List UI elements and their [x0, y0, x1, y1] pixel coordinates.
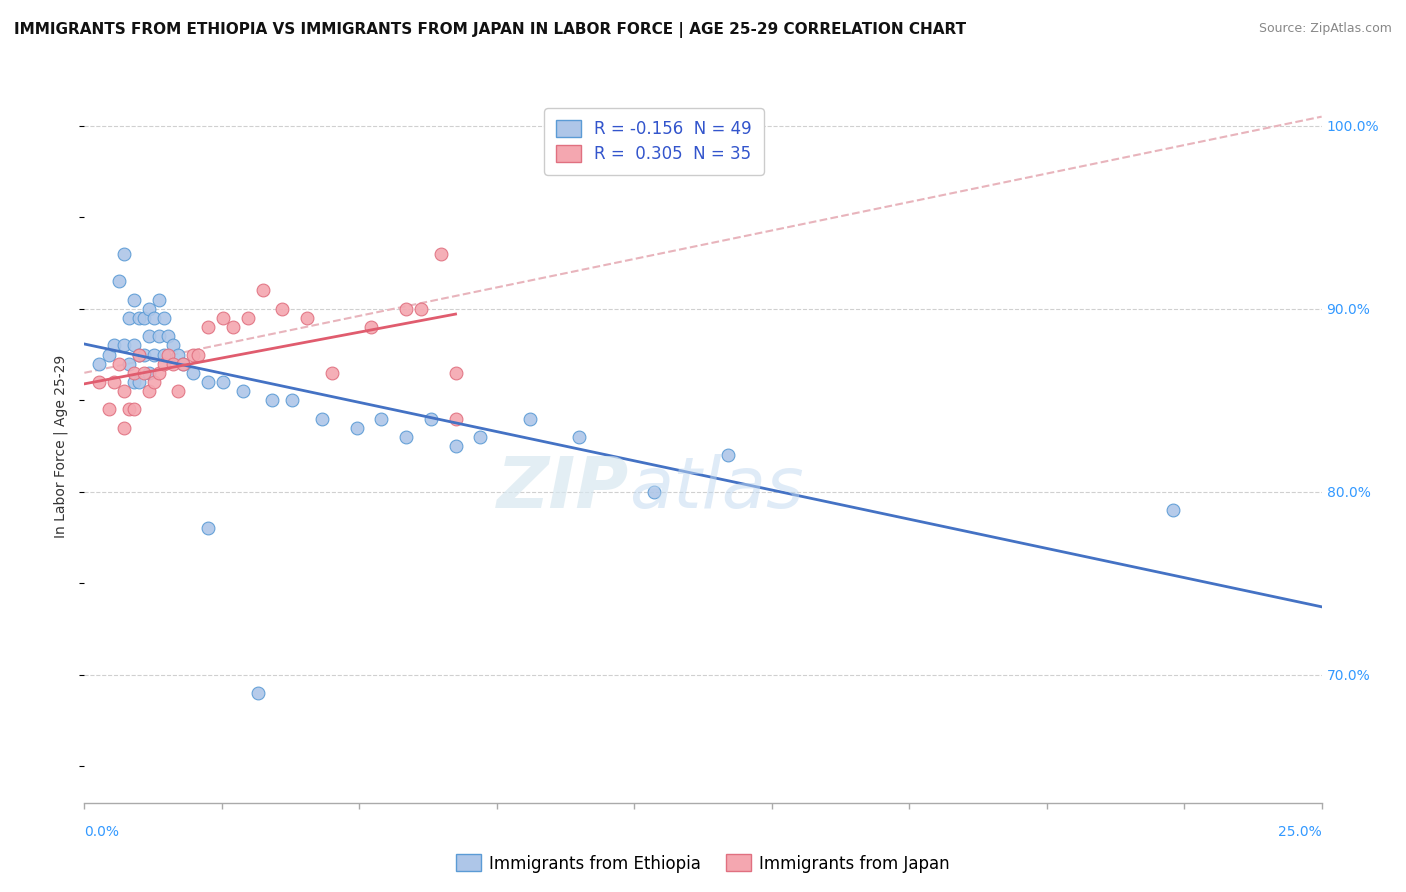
Text: 0.0%: 0.0%	[84, 825, 120, 839]
Legend: R = -0.156  N = 49, R =  0.305  N = 35: R = -0.156 N = 49, R = 0.305 N = 35	[544, 108, 763, 175]
Text: ZIP: ZIP	[496, 454, 628, 524]
Point	[122, 375, 145, 389]
Point	[108, 357, 131, 371]
Y-axis label: In Labor Force | Age 25-29: In Labor Force | Age 25-29	[53, 354, 69, 538]
Point	[212, 375, 235, 389]
Text: atlas: atlas	[628, 454, 803, 524]
Point	[236, 310, 259, 325]
Point	[395, 430, 418, 444]
Point	[138, 329, 160, 343]
Point	[118, 310, 141, 325]
Point	[103, 375, 125, 389]
Point	[197, 375, 219, 389]
Point	[395, 301, 418, 316]
Point	[98, 347, 121, 361]
Point	[128, 375, 150, 389]
Point	[212, 310, 235, 325]
Point	[311, 411, 333, 425]
Point	[152, 310, 174, 325]
Point	[132, 310, 155, 325]
Point	[138, 301, 160, 316]
Point	[419, 411, 441, 425]
Point	[172, 357, 194, 371]
Point	[142, 347, 165, 361]
Point	[360, 320, 382, 334]
Point	[346, 420, 368, 434]
Point	[444, 439, 467, 453]
Point	[1161, 503, 1184, 517]
Point	[232, 384, 254, 398]
Point	[112, 338, 135, 352]
Point	[321, 366, 343, 380]
Point	[519, 411, 541, 425]
Text: IMMIGRANTS FROM ETHIOPIA VS IMMIGRANTS FROM JAPAN IN LABOR FORCE | AGE 25-29 COR: IMMIGRANTS FROM ETHIOPIA VS IMMIGRANTS F…	[14, 22, 966, 38]
Point	[181, 347, 204, 361]
Point	[162, 357, 184, 371]
Point	[157, 329, 180, 343]
Point	[162, 338, 184, 352]
Point	[148, 293, 170, 307]
Point	[112, 420, 135, 434]
Legend: Immigrants from Ethiopia, Immigrants from Japan: Immigrants from Ethiopia, Immigrants fro…	[450, 847, 956, 880]
Point	[122, 366, 145, 380]
Point	[118, 402, 141, 417]
Point	[187, 347, 209, 361]
Point	[89, 357, 111, 371]
Point	[262, 393, 284, 408]
Point	[148, 329, 170, 343]
Point	[444, 366, 467, 380]
Point	[470, 430, 492, 444]
Point	[197, 521, 219, 535]
Point	[152, 347, 174, 361]
Point	[148, 366, 170, 380]
Point	[167, 347, 190, 361]
Point	[197, 320, 219, 334]
Point	[122, 402, 145, 417]
Point	[108, 274, 131, 288]
Point	[142, 310, 165, 325]
Point	[89, 375, 111, 389]
Point	[152, 357, 174, 371]
Text: 25.0%: 25.0%	[1278, 825, 1322, 839]
Point	[128, 310, 150, 325]
Point	[167, 384, 190, 398]
Point	[568, 430, 591, 444]
Point	[271, 301, 294, 316]
Point	[181, 366, 204, 380]
Point	[429, 247, 451, 261]
Point	[138, 366, 160, 380]
Point	[103, 338, 125, 352]
Point	[370, 411, 392, 425]
Text: Source: ZipAtlas.com: Source: ZipAtlas.com	[1258, 22, 1392, 36]
Point	[138, 384, 160, 398]
Point	[118, 357, 141, 371]
Point	[132, 347, 155, 361]
Point	[252, 284, 274, 298]
Point	[246, 686, 269, 700]
Point	[444, 411, 467, 425]
Point	[409, 301, 432, 316]
Point	[112, 384, 135, 398]
Point	[112, 247, 135, 261]
Point	[295, 310, 318, 325]
Point	[157, 347, 180, 361]
Point	[98, 402, 121, 417]
Point	[643, 484, 665, 499]
Point	[132, 366, 155, 380]
Point	[717, 448, 740, 462]
Point	[128, 347, 150, 361]
Point	[142, 375, 165, 389]
Point	[122, 293, 145, 307]
Point	[128, 347, 150, 361]
Point	[122, 338, 145, 352]
Point	[172, 357, 194, 371]
Point	[222, 320, 245, 334]
Point	[281, 393, 304, 408]
